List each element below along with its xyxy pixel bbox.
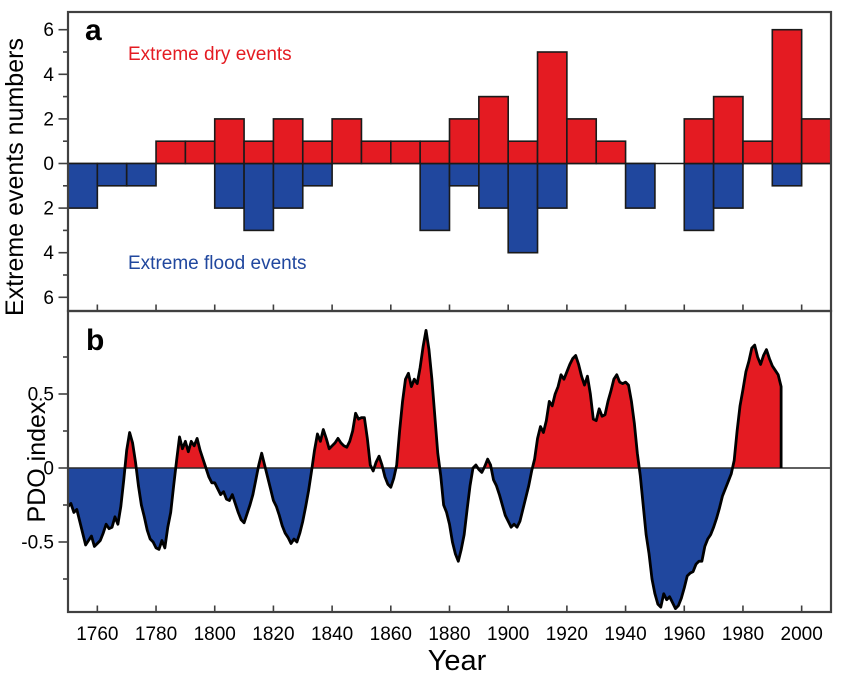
legend-dry-events: Extreme dry events — [128, 44, 292, 65]
dry-bar-1930s — [595, 140, 627, 165]
flood-bar-1900s — [507, 162, 539, 254]
x-tick-label: 1820 — [252, 624, 294, 645]
panel-a — [67, 28, 832, 254]
x-tick-label: 1980 — [722, 624, 764, 645]
dry-bar-1880s — [448, 118, 480, 165]
dry-bar-1900s — [507, 140, 539, 165]
flood-bars — [67, 162, 803, 254]
pdo-curve — [67, 328, 783, 610]
panel-a-ytick-label: 0 — [43, 154, 54, 175]
dry-bar-1850s — [360, 140, 392, 165]
dry-bar-1830s — [301, 140, 333, 165]
panel-b-ytick-label: 0.5 — [28, 385, 54, 406]
dry-bar-2000s — [800, 118, 832, 165]
panel-a-letter: a — [85, 14, 102, 47]
flood-bar-1960s — [683, 162, 715, 232]
dry-bar-1790s — [184, 140, 216, 165]
flood-bar-1810s — [243, 162, 275, 232]
dry-bar-1960s — [683, 118, 715, 165]
flood-bar-1910s — [536, 162, 568, 209]
dry-bar-1780s — [155, 140, 187, 165]
flood-bar-1750s — [67, 162, 99, 209]
y-axis-title-panel-a: Extreme events numbers — [1, 38, 29, 316]
flood-bar-1830s — [301, 162, 333, 187]
dry-bar-1840s — [331, 118, 363, 165]
x-tick-label: 1960 — [663, 624, 705, 645]
dry-bar-1980s — [742, 140, 774, 165]
x-tick-label: 1940 — [604, 624, 646, 645]
dry-bar-1890s — [478, 95, 509, 165]
x-tick-label: 1880 — [428, 624, 470, 645]
dry-bar-1990s — [771, 28, 803, 165]
flood-bar-1990s — [771, 162, 803, 187]
dry-bar-1870s — [419, 140, 451, 165]
panel-a-ytick-label: 6 — [43, 20, 54, 41]
x-tick-label: 1920 — [546, 624, 588, 645]
x-tick-label: 1900 — [487, 624, 529, 645]
x-tick-label: 1860 — [370, 624, 412, 645]
x-tick-label: 2000 — [781, 624, 823, 645]
dry-bar-1970s — [712, 95, 744, 165]
panel-b-ytick-label: 0 — [43, 459, 54, 480]
panel-b — [67, 328, 831, 610]
dry-bar-1820s — [272, 118, 304, 165]
legend-flood-events: Extreme flood events — [128, 253, 307, 274]
flood-bar-1800s — [213, 162, 245, 209]
flood-bar-1760s — [96, 162, 128, 187]
panel-b-ytick-label: -0.5 — [21, 533, 54, 554]
dry-bar-1810s — [243, 140, 275, 165]
panel-a-ytick-label: 4 — [43, 243, 54, 264]
y-axis-title-panel-b: PDO index — [23, 401, 51, 523]
flood-bar-1820s — [272, 162, 304, 209]
x-axis-title: Year — [427, 645, 487, 677]
flood-bar-1870s — [419, 162, 451, 232]
flood-bar-1970s — [712, 162, 744, 209]
flood-bar-1940s — [624, 162, 656, 209]
panel-a-ytick-label: 2 — [43, 199, 54, 220]
panel-b-letter: b — [86, 324, 105, 357]
axes: 6 4 2 0 2 4 6 -0.5 0 0.5 1760 1780 1800 1820 1840 1860 1… — [21, 10, 833, 645]
flood-bar-1770s — [125, 162, 157, 187]
dry-bar-1860s — [390, 140, 421, 165]
panel-a-ytick-label: 6 — [43, 288, 54, 309]
dry-bar-1920s — [566, 118, 598, 165]
pdo-negative-area — [68, 468, 782, 609]
flood-bar-1890s — [478, 162, 509, 209]
dry-bar-1910s — [536, 51, 568, 165]
panel-a-ytick-label: 2 — [43, 109, 54, 130]
dry-bar-1800s — [213, 118, 245, 165]
dry-bars — [155, 28, 832, 165]
panel-a-ytick-label: 4 — [43, 65, 54, 86]
x-tick-label: 1780 — [135, 624, 177, 645]
pdo-positive-area — [68, 330, 782, 468]
x-tick-label: 1840 — [311, 624, 353, 645]
x-tick-label: 1760 — [76, 624, 118, 645]
flood-bar-1880s — [448, 162, 480, 187]
x-tick-label: 1800 — [194, 624, 236, 645]
